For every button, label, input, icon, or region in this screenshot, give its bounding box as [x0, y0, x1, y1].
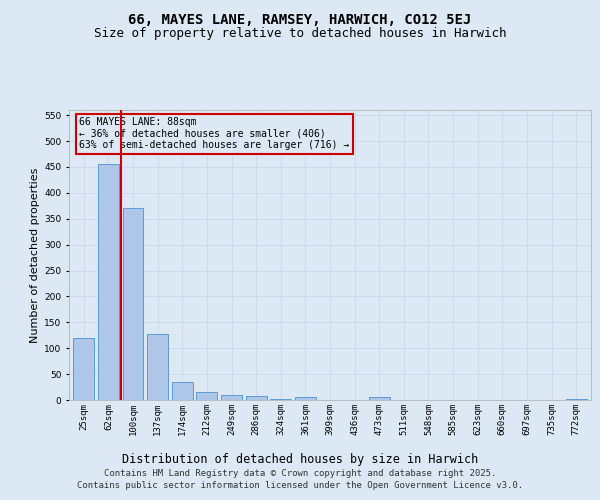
Text: Contains HM Land Registry data © Crown copyright and database right 2025.
Contai: Contains HM Land Registry data © Crown c… — [77, 469, 523, 490]
Bar — [98, 164, 119, 400]
Bar — [221, 395, 242, 400]
Bar — [122, 208, 143, 400]
Text: Size of property relative to detached houses in Harwich: Size of property relative to detached ho… — [94, 28, 506, 40]
Bar — [73, 338, 94, 400]
Bar — [196, 392, 217, 400]
Text: Distribution of detached houses by size in Harwich: Distribution of detached houses by size … — [122, 452, 478, 466]
Y-axis label: Number of detached properties: Number of detached properties — [30, 168, 40, 342]
Text: 66 MAYES LANE: 88sqm
← 36% of detached houses are smaller (406)
63% of semi-deta: 66 MAYES LANE: 88sqm ← 36% of detached h… — [79, 117, 350, 150]
Bar — [295, 397, 316, 400]
Bar — [566, 399, 587, 400]
Bar — [147, 334, 168, 400]
Bar — [369, 398, 390, 400]
Bar — [172, 382, 193, 400]
Bar — [245, 396, 266, 400]
Text: 66, MAYES LANE, RAMSEY, HARWICH, CO12 5EJ: 66, MAYES LANE, RAMSEY, HARWICH, CO12 5E… — [128, 12, 472, 26]
